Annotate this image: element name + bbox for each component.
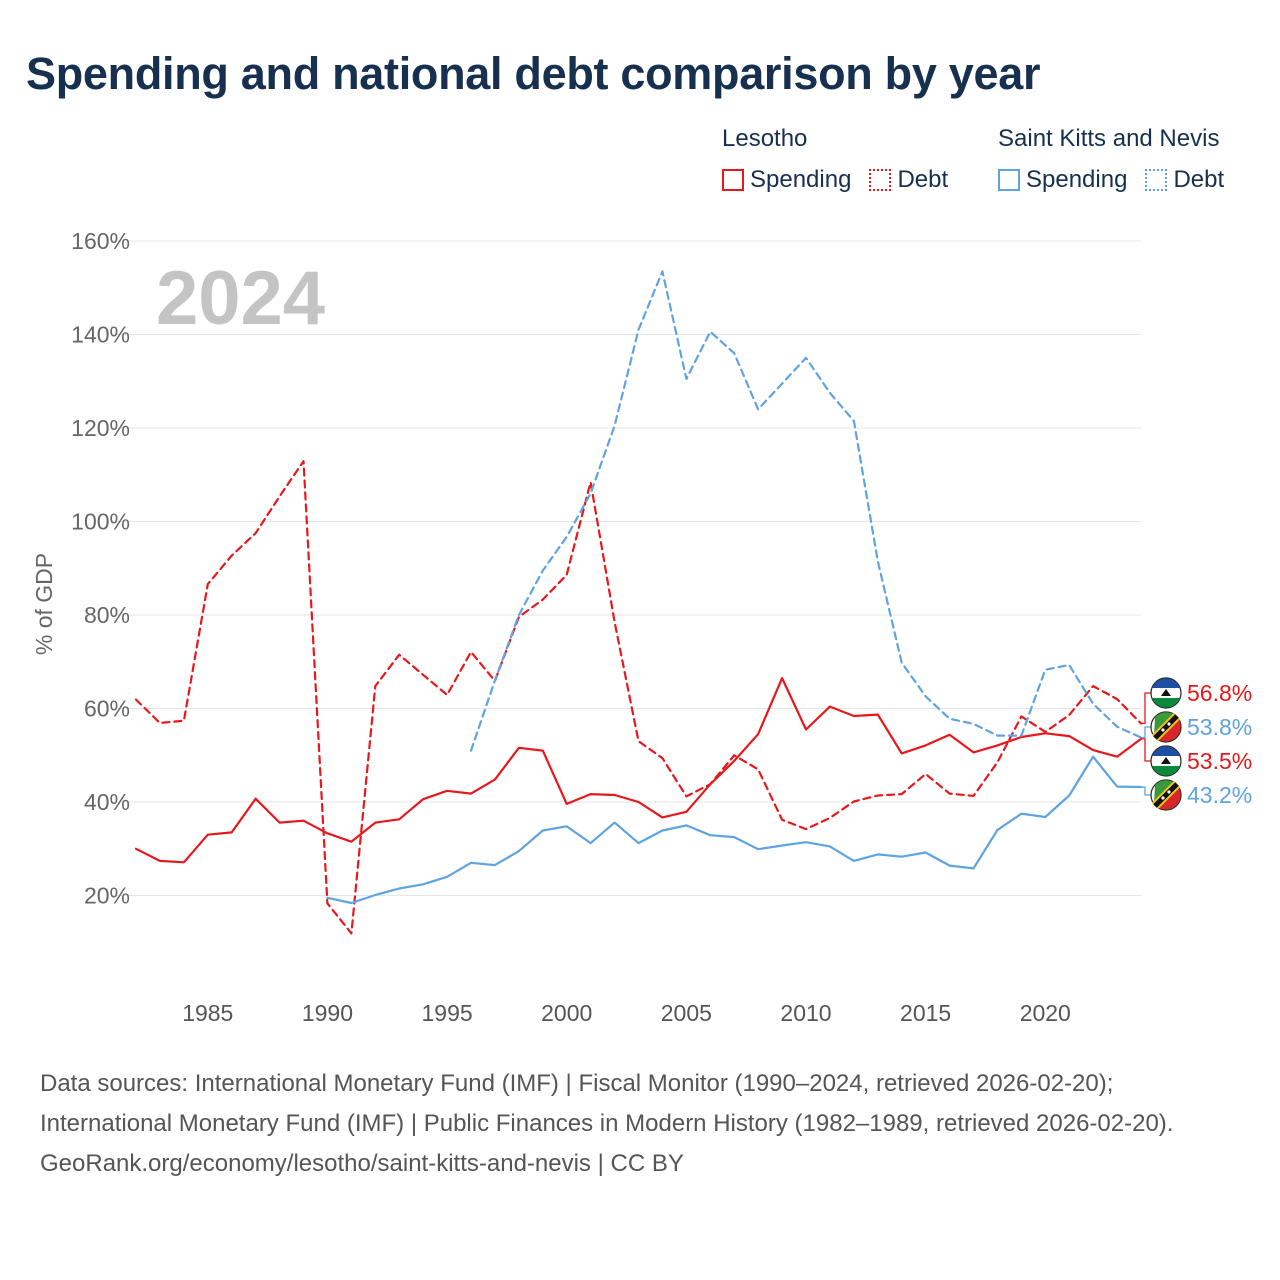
chart-title: Spending and national debt comparison by… <box>26 48 1041 99</box>
legend-group-lesotho: Lesotho Spending Debt <box>722 122 948 196</box>
y-tick-label: 160% <box>71 228 130 254</box>
x-tick-label: 2020 <box>1020 1000 1071 1026</box>
flag-band-green <box>1152 698 1180 708</box>
x-tick-label: 2000 <box>541 1000 592 1026</box>
legend-group-title: Saint Kitts and Nevis <box>998 125 1220 152</box>
legend-group-title: Lesotho <box>722 125 808 152</box>
flag-band-green <box>1152 766 1180 776</box>
legend-swatch <box>722 169 744 191</box>
flag-emblem <box>1161 689 1171 696</box>
end-label-connector <box>1141 692 1151 725</box>
y-tick-label: 60% <box>84 696 130 722</box>
legend-item-lesotho-debt[interactable]: Debt <box>869 164 948 196</box>
line-chart: 20% 40% 60% 80% 100% 120% 140% 160% 1985 1990 1995… <box>31 228 1252 1026</box>
x-tick-label: 1990 <box>302 1000 353 1026</box>
y-tick-label: 100% <box>71 509 130 535</box>
flag-emblem <box>1161 757 1171 764</box>
y-axis-label: % of GDP <box>31 553 57 655</box>
series-line-saint-kitts-and-nevis-debt <box>469 270 1143 752</box>
flag-star <box>1161 796 1165 800</box>
y-tick-label: 40% <box>84 789 130 815</box>
series-line-saint-kitts-and-nevis-spending <box>326 755 1143 905</box>
end-value-label: 53.5% <box>1187 748 1252 774</box>
end-label-connector <box>1141 786 1151 796</box>
footer: Data sources: International Monetary Fun… <box>40 1064 1240 1184</box>
legend-label: Debt <box>1173 166 1225 193</box>
flag-band-blue <box>1152 678 1180 688</box>
end-label-connector <box>1141 738 1151 762</box>
legend-swatch <box>998 169 1020 191</box>
series-line-lesotho-debt <box>134 460 1143 935</box>
legend-item-skn-debt[interactable]: Debt <box>1145 164 1224 196</box>
legend-label: Spending <box>750 166 852 193</box>
y-tick-label: 20% <box>84 883 130 909</box>
x-tick-label: 2010 <box>780 1000 831 1026</box>
flag-star <box>1161 728 1165 732</box>
legend-item-skn-spending[interactable]: Spending <box>998 164 1127 196</box>
y-tick-label: 120% <box>71 415 130 441</box>
flag-diagonal-black <box>1153 782 1179 808</box>
x-tick-label: 1985 <box>182 1000 233 1026</box>
year-label: 2024 <box>156 256 325 341</box>
legend-swatch <box>869 169 892 191</box>
end-value-label: 53.8% <box>1187 714 1252 740</box>
end-label-connector <box>1141 726 1151 739</box>
legend-group-saint-kitts-and-nevis: Saint Kitts and Nevis Spending Debt <box>998 122 1224 196</box>
flag-diagonal-black <box>1153 714 1179 740</box>
x-tick-label: 2005 <box>661 1000 712 1026</box>
legend-swatch <box>1145 169 1168 191</box>
x-tick-label: 2015 <box>900 1000 951 1026</box>
flag-star <box>1167 790 1171 794</box>
end-value-label: 56.8% <box>1187 680 1252 706</box>
y-tick-label: 80% <box>84 602 130 628</box>
credit-link[interactable]: GeoRank.org/economy/lesotho/saint-kitts-… <box>40 1150 684 1177</box>
flag-star <box>1167 722 1171 726</box>
legend-label: Debt <box>897 166 949 193</box>
series-line-lesotho-spending <box>134 676 1143 864</box>
legend-item-lesotho-spending[interactable]: Spending <box>722 164 851 196</box>
x-tick-label: 1995 <box>421 1000 472 1026</box>
legend-label: Spending <box>1026 166 1128 193</box>
end-value-label: 43.2% <box>1187 782 1252 808</box>
y-tick-label: 140% <box>71 322 130 348</box>
data-sources-text: Data sources: International Monetary Fun… <box>40 1070 1174 1137</box>
flag-band-blue <box>1152 746 1180 756</box>
